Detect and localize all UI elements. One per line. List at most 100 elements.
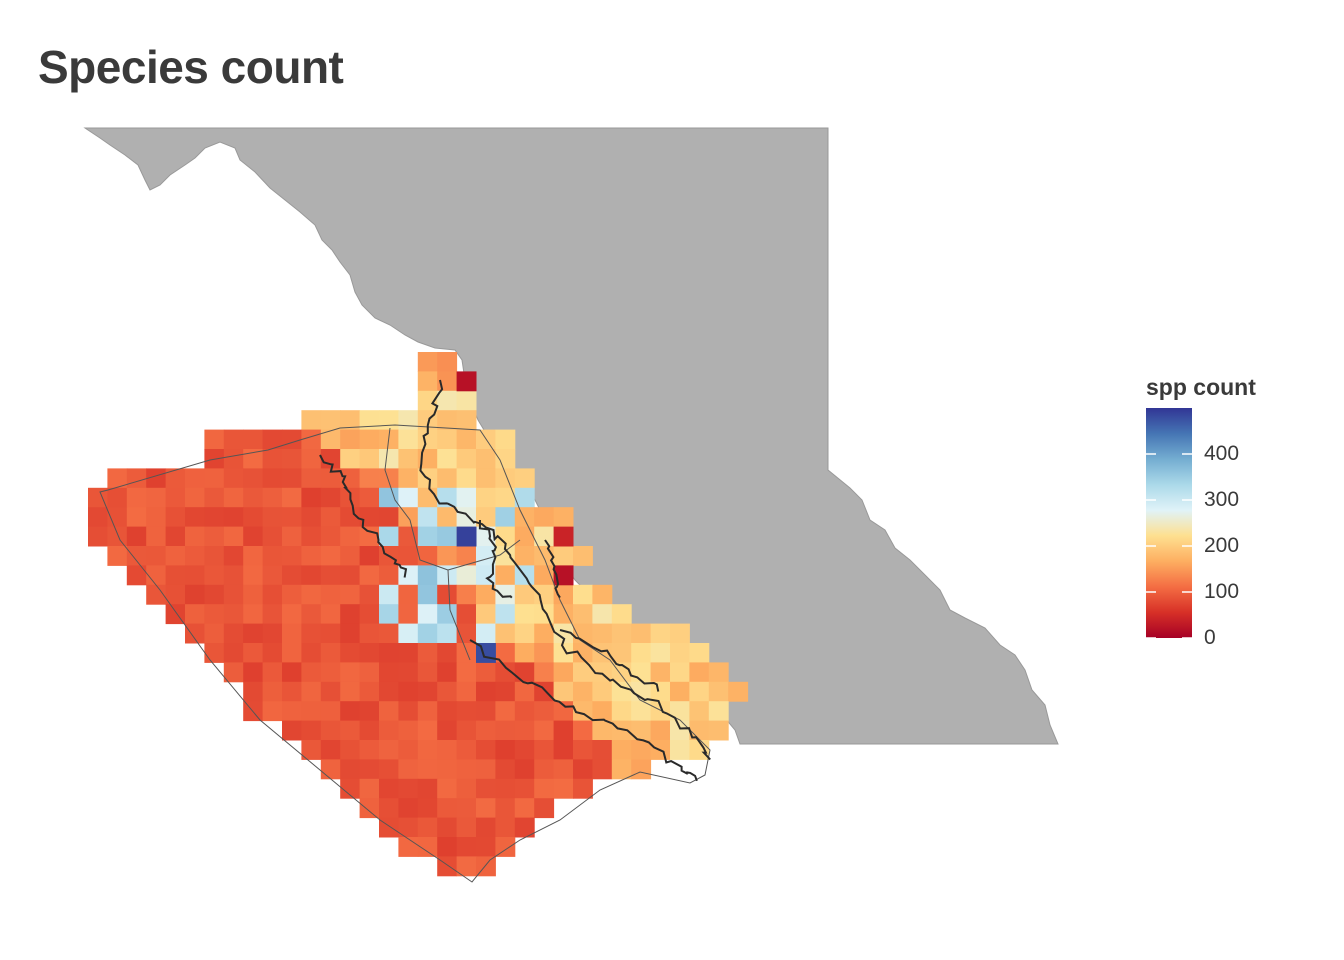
grid-cell bbox=[359, 526, 380, 547]
grid-cell bbox=[398, 526, 419, 547]
grid-cell bbox=[670, 740, 690, 760]
grid-cell bbox=[476, 507, 496, 528]
grid-cell bbox=[301, 526, 322, 547]
grid-cell bbox=[320, 740, 341, 760]
grid-cell bbox=[359, 507, 380, 528]
grid-cell bbox=[592, 701, 613, 722]
grid-cell bbox=[262, 546, 283, 566]
grid-cell bbox=[165, 487, 186, 508]
grid-cell bbox=[379, 449, 399, 469]
grid-cell bbox=[243, 429, 264, 450]
grid-cell bbox=[223, 526, 244, 547]
grid-cell bbox=[282, 526, 302, 547]
grid-cell bbox=[320, 623, 341, 644]
grid-cell bbox=[456, 798, 477, 819]
grid-cell bbox=[611, 701, 632, 722]
grid-cell bbox=[320, 584, 341, 605]
grid-cell bbox=[359, 740, 380, 760]
grid-cell bbox=[185, 468, 205, 489]
grid-cell bbox=[534, 740, 555, 760]
grid-cell bbox=[88, 507, 108, 528]
grid-cell bbox=[398, 681, 419, 702]
grid-cell bbox=[185, 623, 205, 644]
grid-cell bbox=[223, 662, 244, 683]
grid-cell bbox=[223, 468, 244, 489]
grid-cell bbox=[495, 604, 516, 625]
grid-cell bbox=[592, 604, 613, 625]
grid-cell bbox=[611, 623, 632, 644]
grid-cell bbox=[379, 468, 399, 489]
grid-cell bbox=[456, 507, 477, 528]
legend-title: spp count bbox=[1146, 374, 1256, 400]
grid-cell bbox=[340, 643, 361, 663]
grid-cell bbox=[146, 526, 167, 547]
grid-cell bbox=[340, 449, 361, 469]
grid-cell bbox=[398, 468, 419, 489]
coastline bbox=[319, 379, 711, 782]
grid-cell bbox=[282, 720, 302, 741]
grid-cell bbox=[476, 623, 496, 644]
grid-cell bbox=[126, 546, 147, 566]
grid-cell bbox=[146, 546, 167, 566]
grid-cell bbox=[301, 584, 322, 605]
grid-cell bbox=[320, 759, 341, 780]
grid-cell bbox=[340, 623, 361, 644]
grid-cell bbox=[262, 429, 283, 450]
grid-cell bbox=[204, 429, 225, 450]
grid-cell bbox=[340, 429, 361, 450]
grid-cell bbox=[165, 507, 186, 528]
grid-cell bbox=[573, 720, 593, 741]
grid-cell bbox=[301, 507, 322, 528]
grid-cell bbox=[592, 681, 613, 702]
grid-cell bbox=[476, 584, 496, 605]
grid-cell bbox=[204, 487, 225, 508]
grid-cell bbox=[650, 720, 671, 741]
grid-cell bbox=[126, 507, 147, 528]
grid-cell bbox=[495, 507, 516, 528]
grid-cell bbox=[262, 487, 283, 508]
grid-cell bbox=[437, 623, 458, 644]
grid-cell bbox=[650, 662, 671, 683]
grid-cell bbox=[437, 778, 458, 799]
grid-cell bbox=[437, 740, 458, 760]
grid-cell bbox=[456, 856, 477, 877]
grid-cell bbox=[320, 662, 341, 683]
grid-cell bbox=[398, 817, 419, 838]
grid-cell bbox=[379, 410, 399, 431]
grid-cell bbox=[301, 623, 322, 644]
grid-cell bbox=[514, 740, 535, 760]
grid-cell bbox=[611, 681, 632, 702]
grid-cell bbox=[437, 487, 458, 508]
grid-cell bbox=[340, 759, 361, 780]
grid-cell bbox=[320, 701, 341, 722]
grid-cell bbox=[379, 487, 399, 508]
grid-cell bbox=[301, 449, 322, 469]
grid-cell bbox=[553, 623, 574, 644]
grid-cell bbox=[262, 701, 283, 722]
grid-cell bbox=[398, 778, 419, 799]
grid-cell bbox=[340, 662, 361, 683]
grid-cell bbox=[398, 546, 419, 566]
grid-cell bbox=[708, 662, 729, 683]
grid-cell bbox=[185, 526, 205, 547]
grid-cell bbox=[320, 487, 341, 508]
grid-cell bbox=[437, 643, 458, 663]
grid-cell bbox=[340, 565, 361, 586]
grid-cell bbox=[631, 759, 652, 780]
grid-cell bbox=[398, 604, 419, 625]
grid-cell bbox=[282, 584, 302, 605]
grid-cell bbox=[417, 759, 438, 780]
grid-cell bbox=[243, 546, 264, 566]
legend: spp count 0 100 200 300 400 bbox=[1144, 374, 1324, 654]
grid-cell bbox=[592, 759, 613, 780]
grid-cell bbox=[534, 778, 555, 799]
grid-cell bbox=[126, 526, 147, 547]
grid-cell bbox=[456, 701, 477, 722]
grid-cell bbox=[398, 643, 419, 663]
grid-cell bbox=[456, 468, 477, 489]
grid-cell bbox=[146, 565, 167, 586]
grid-cell bbox=[379, 681, 399, 702]
grid-cell bbox=[282, 429, 302, 450]
grid-cell bbox=[165, 565, 186, 586]
grid-cell bbox=[495, 449, 516, 469]
